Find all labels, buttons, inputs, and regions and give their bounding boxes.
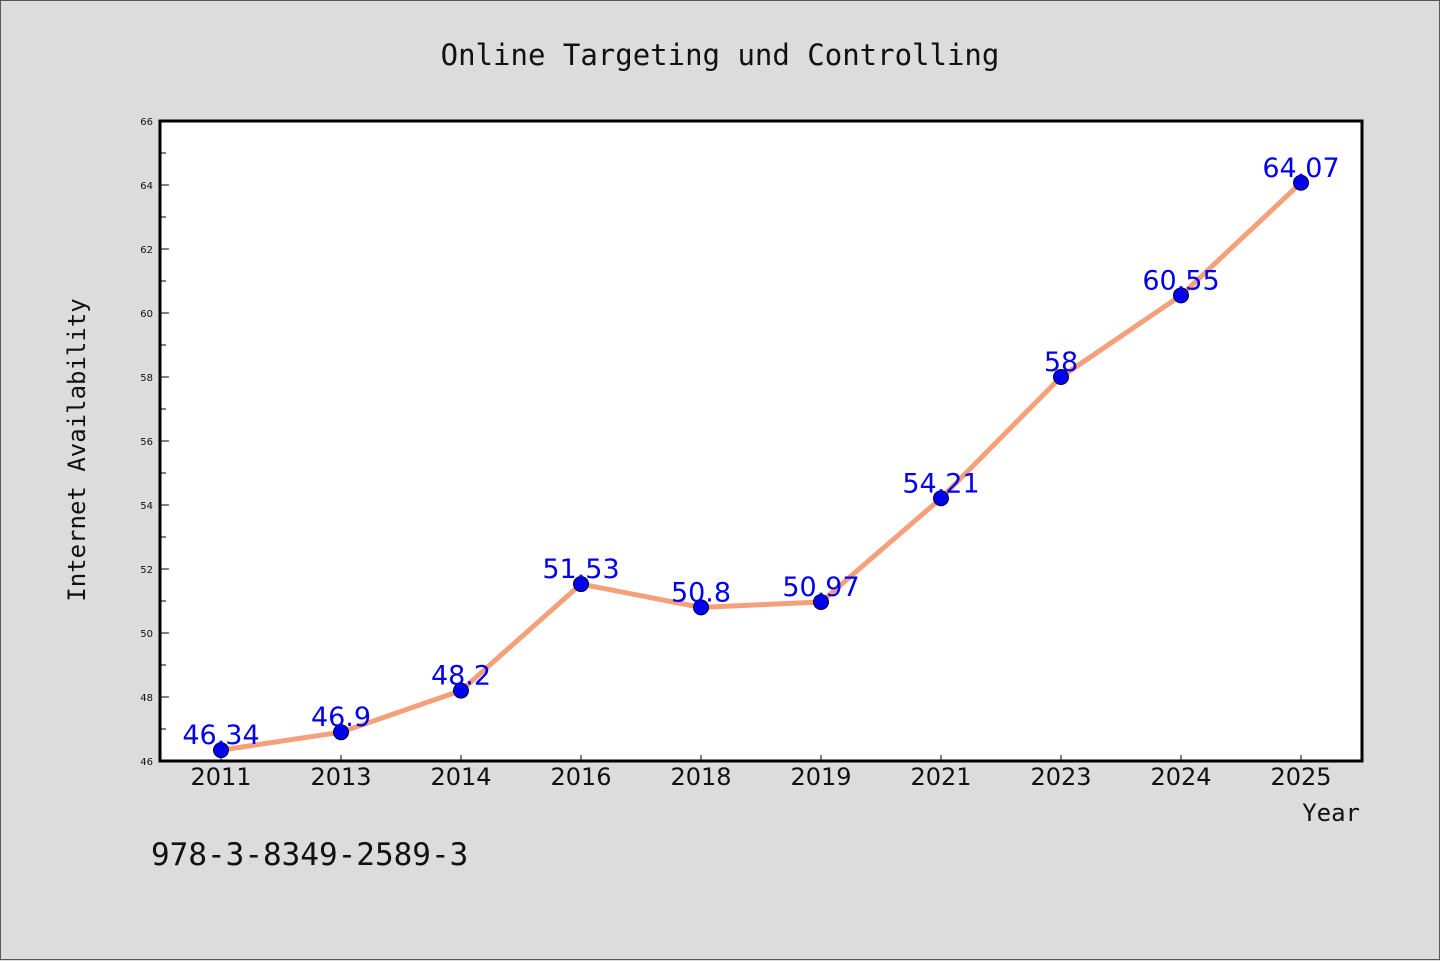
data-point-marker [573, 576, 589, 593]
data-point-marker [333, 724, 349, 741]
data-label: 48.2 [431, 661, 491, 692]
x-tick-label: 2025 [1270, 763, 1331, 791]
isbn-footnote: 978-3-8349-2589-3 [151, 837, 468, 873]
x-tick-label: 2019 [790, 763, 851, 791]
data-label: 46.34 [182, 720, 259, 751]
data-label: 50.8 [671, 577, 731, 608]
y-tick-label: 62 [140, 245, 153, 256]
y-tick-label: 50 [140, 629, 153, 640]
chart-title: Online Targeting und Controlling [441, 38, 1000, 72]
data-point-marker [453, 682, 469, 699]
plot-frame [158, 119, 1364, 763]
data-label: 50.97 [782, 572, 859, 603]
y-tick-label: 66 [140, 117, 153, 128]
y-axis: 46 48 50 52 54 56 58 60 62 64 66 [140, 117, 169, 768]
data-point-marker [933, 490, 949, 507]
y-tick-label: 54 [140, 501, 153, 512]
data-point-marker [1053, 369, 1069, 385]
x-tick-label: 2016 [550, 763, 611, 791]
x-tick-label: 2024 [1150, 763, 1211, 791]
data-point-marker [1173, 287, 1189, 304]
x-tick-label: 2018 [670, 763, 731, 791]
x-tick-label: 2021 [910, 763, 971, 791]
plot-area [160, 121, 1362, 761]
y-tick-label: 46 [140, 757, 153, 768]
x-tick-label: 2023 [1030, 763, 1091, 791]
y-tick-label: 64 [140, 181, 153, 192]
data-point-marker [1293, 174, 1309, 191]
data-point-marker [213, 742, 229, 759]
y-axis-label: Internet Availability [63, 298, 91, 601]
series-line [218, 180, 1304, 753]
y-tick-label: 48 [140, 693, 153, 704]
x-axis: 2011 2013 2014 2016 2018 2019 2021 2023 2024 2025 [190, 755, 1332, 791]
y-tick-label: 56 [140, 437, 153, 448]
data-point-marker [693, 599, 709, 616]
x-tick-label: 2013 [310, 763, 371, 791]
data-label: 46.9 [311, 702, 371, 733]
data-label: 51.53 [542, 554, 619, 585]
y-tick-label: 52 [140, 565, 153, 576]
x-axis-label: Year [1302, 799, 1360, 827]
x-tick-label: 2014 [430, 763, 491, 791]
series-layer: 46.34 46.9 48.2 51.53 50.8 50.97 54.21 58 60.55 6… [182, 153, 1340, 759]
x-tick-label: 2011 [190, 763, 251, 791]
data-label: 60.55 [1142, 265, 1219, 296]
y-tick-label: 58 [140, 373, 153, 384]
y-tick-label: 60 [140, 309, 153, 320]
data-label: 54.21 [902, 468, 979, 499]
data-label: 64.07 [1262, 153, 1339, 184]
data-label: 58 [1044, 347, 1078, 378]
data-point-marker [813, 593, 829, 610]
